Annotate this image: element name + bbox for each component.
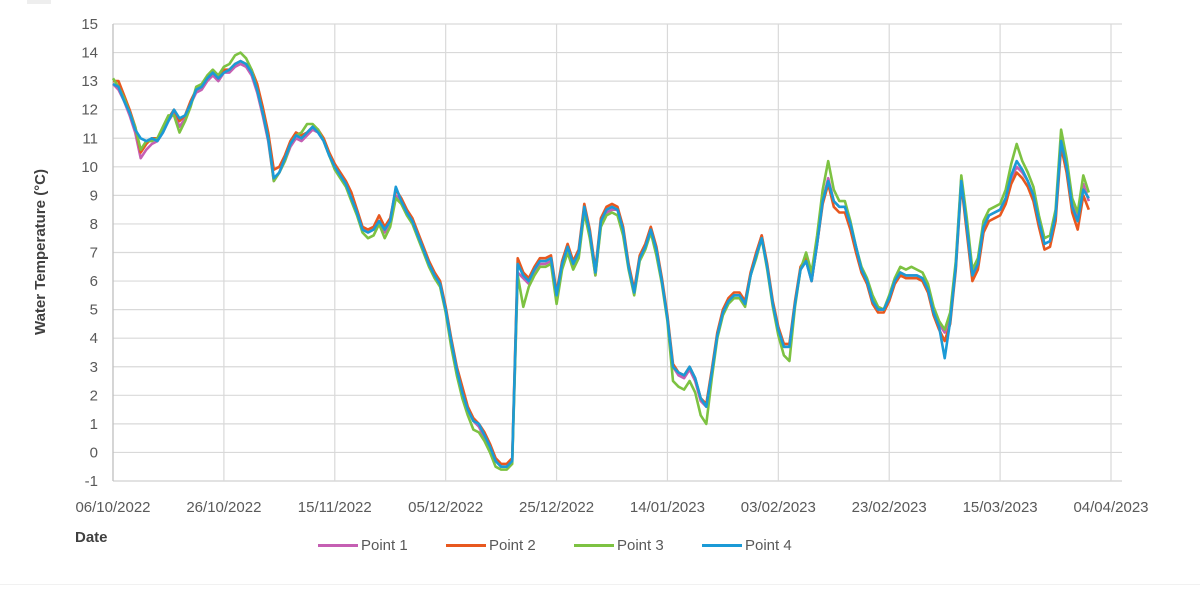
- y-tick-label: 6: [90, 273, 98, 290]
- y-tick-label: 11: [82, 130, 98, 147]
- x-tick-label: 05/12/2022: [408, 499, 483, 516]
- y-axis-title: Water Temperature (°C): [32, 169, 49, 335]
- legend: Point 1 Point 2 Point 3 Point 4: [318, 535, 830, 555]
- x-tick-label: 25/12/2022: [519, 499, 594, 516]
- y-tick-label: 10: [81, 159, 98, 176]
- x-tick-label: 15/11/2022: [298, 499, 372, 516]
- series-line-3: [111, 51, 1091, 471]
- y-tick-label: 5: [90, 302, 98, 319]
- y-tick-label: 1: [90, 416, 98, 433]
- x-tick-label: 06/10/2022: [75, 499, 150, 516]
- x-tick-label: 04/04/2023: [1073, 499, 1148, 516]
- legend-item-point-4: Point 4: [702, 535, 830, 555]
- y-tick-label: -1: [85, 473, 98, 490]
- y-tick-label: 9: [90, 187, 98, 204]
- y-tick-label: 12: [81, 102, 98, 119]
- data-series: [111, 51, 1091, 471]
- y-tick-label: 3: [90, 359, 98, 376]
- x-tick-label: 23/02/2023: [852, 499, 927, 516]
- x-axis-title: Date: [75, 529, 108, 546]
- y-tick-label: 14: [81, 45, 98, 62]
- bottom-divider: [0, 584, 1200, 585]
- series-line-2: [113, 59, 1091, 466]
- x-tick-label: 26/10/2022: [186, 499, 261, 516]
- series-line-4: [112, 59, 1090, 469]
- x-axis-ticks: 06/10/2022 26/10/2022 15/11/2022 05/12/2022…: [75, 499, 1148, 516]
- y-tick-label: 4: [90, 330, 98, 347]
- y-tick-label: 7: [90, 245, 98, 262]
- legend-label: Point 3: [617, 536, 664, 554]
- series-line-1: [112, 62, 1091, 469]
- legend-item-point-1: Point 1: [318, 535, 446, 555]
- gridlines: [112, 23, 1122, 482]
- x-tick-label: 15/03/2023: [963, 499, 1038, 516]
- legend-swatch-point-4: [702, 543, 742, 547]
- y-tick-label: 0: [90, 444, 98, 461]
- y-tick-label: 2: [90, 387, 98, 404]
- y-tick-label: 15: [81, 16, 98, 33]
- legend-label: Point 1: [361, 536, 408, 554]
- x-tick-label: 14/01/2023: [630, 499, 705, 516]
- legend-label: Point 4: [745, 536, 792, 554]
- y-tick-label: 13: [81, 73, 98, 90]
- legend-swatch-point-1: [318, 543, 358, 547]
- legend-label: Point 2: [489, 536, 536, 554]
- y-tick-label: 8: [90, 216, 98, 233]
- legend-swatch-point-3: [574, 543, 614, 547]
- legend-item-point-2: Point 2: [446, 535, 574, 555]
- legend-item-point-3: Point 3: [574, 535, 702, 555]
- legend-swatch-point-2: [446, 543, 486, 547]
- top-tab-decoration: [27, 0, 51, 4]
- x-tick-label: 03/02/2023: [741, 499, 816, 516]
